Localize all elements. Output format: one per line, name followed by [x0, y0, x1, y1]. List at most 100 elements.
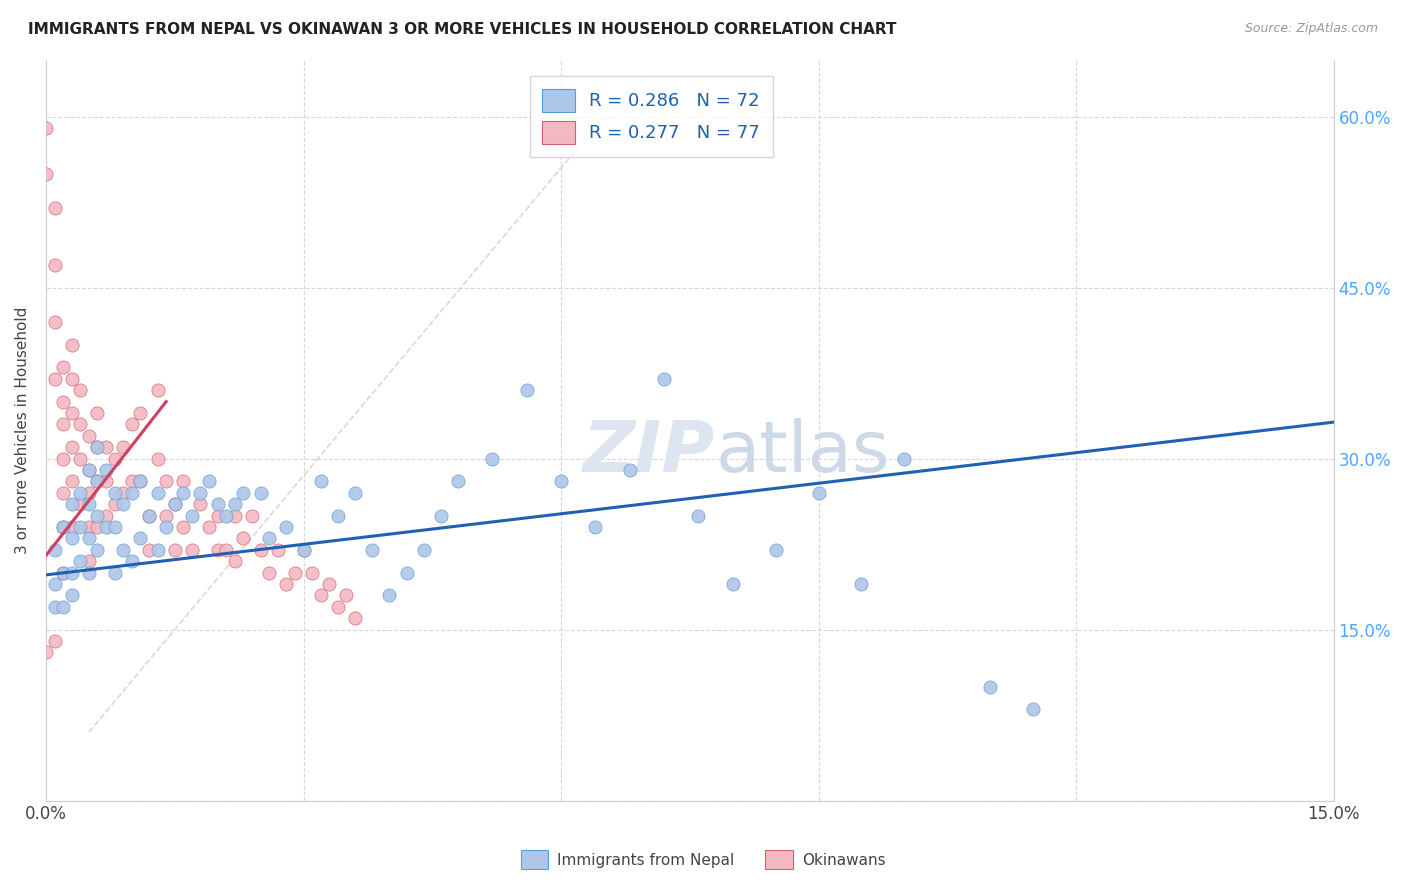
Point: [412, 542, 434, 557]
Point: [276, 577, 298, 591]
Point: [292, 542, 315, 557]
Point: [224, 554, 246, 568]
Point: [224, 497, 246, 511]
Point: [69, 520, 91, 534]
Text: Source: ZipAtlas.com: Source: ZipAtlas.com: [1244, 22, 1378, 36]
Point: [232, 532, 254, 546]
Point: [224, 508, 246, 523]
Point: [77, 463, 100, 477]
Point: [104, 566, 127, 580]
Point: [765, 542, 787, 557]
Point: [652, 372, 675, 386]
Point: [180, 542, 202, 557]
Point: [121, 554, 143, 568]
Point: [378, 589, 401, 603]
Point: [146, 485, 169, 500]
Point: [447, 475, 470, 489]
Point: [207, 497, 229, 511]
Point: [343, 485, 366, 500]
Point: [77, 497, 100, 511]
Point: [335, 589, 357, 603]
Point: [249, 542, 271, 557]
Point: [326, 599, 349, 614]
Point: [257, 532, 280, 546]
Point: [86, 406, 108, 420]
Point: [138, 508, 160, 523]
Point: [86, 508, 108, 523]
Point: [69, 497, 91, 511]
Point: [343, 611, 366, 625]
Point: [52, 566, 75, 580]
Point: [240, 508, 263, 523]
Point: [86, 542, 108, 557]
Point: [104, 497, 127, 511]
Point: [112, 497, 135, 511]
Point: [77, 554, 100, 568]
Point: [688, 508, 710, 523]
Point: [44, 372, 66, 386]
Point: [60, 532, 83, 546]
Legend: R = 0.286   N = 72, R = 0.277   N = 77: R = 0.286 N = 72, R = 0.277 N = 77: [530, 76, 773, 157]
Point: [138, 508, 160, 523]
Point: [52, 360, 75, 375]
Point: [121, 417, 143, 432]
Point: [86, 440, 108, 454]
Point: [163, 542, 186, 557]
Point: [155, 475, 177, 489]
Point: [77, 429, 100, 443]
Point: [69, 451, 91, 466]
Point: [69, 383, 91, 397]
Text: IMMIGRANTS FROM NEPAL VS OKINAWAN 3 OR MORE VEHICLES IN HOUSEHOLD CORRELATION CH: IMMIGRANTS FROM NEPAL VS OKINAWAN 3 OR M…: [28, 22, 897, 37]
Point: [60, 440, 83, 454]
Point: [163, 497, 186, 511]
Point: [44, 577, 66, 591]
Point: [516, 383, 538, 397]
Text: atlas: atlas: [716, 417, 890, 487]
Point: [60, 337, 83, 351]
Point: [52, 451, 75, 466]
Point: [292, 542, 315, 557]
Point: [94, 463, 117, 477]
Point: [52, 417, 75, 432]
Point: [129, 475, 152, 489]
Point: [52, 520, 75, 534]
Point: [86, 440, 108, 454]
Point: [172, 520, 194, 534]
Point: [318, 577, 340, 591]
Point: [284, 566, 307, 580]
Point: [69, 485, 91, 500]
Point: [301, 566, 323, 580]
Point: [129, 406, 152, 420]
Point: [44, 315, 66, 329]
Point: [146, 383, 169, 397]
Point: [94, 508, 117, 523]
Point: [94, 440, 117, 454]
Point: [155, 520, 177, 534]
Point: [215, 542, 238, 557]
Point: [112, 440, 135, 454]
Point: [44, 258, 66, 272]
Point: [69, 554, 91, 568]
Point: [104, 485, 127, 500]
Point: [155, 508, 177, 523]
Point: [190, 485, 212, 500]
Point: [276, 520, 298, 534]
Point: [395, 566, 418, 580]
Point: [60, 497, 83, 511]
Point: [77, 566, 100, 580]
Point: [215, 508, 238, 523]
Point: [129, 475, 152, 489]
Point: [52, 599, 75, 614]
Point: [60, 406, 83, 420]
Point: [550, 475, 572, 489]
Point: [979, 680, 1001, 694]
Point: [35, 120, 58, 135]
Point: [190, 497, 212, 511]
Point: [267, 542, 290, 557]
Point: [361, 542, 384, 557]
Point: [232, 485, 254, 500]
Point: [44, 542, 66, 557]
Point: [172, 485, 194, 500]
Point: [198, 475, 221, 489]
Point: [851, 577, 873, 591]
